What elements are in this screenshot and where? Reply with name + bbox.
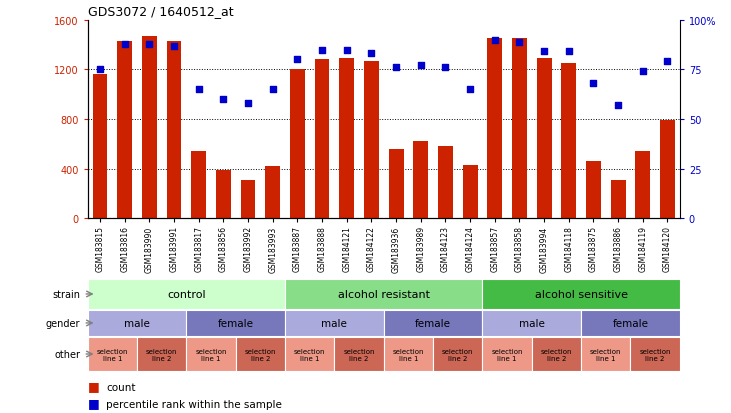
Text: female: female (613, 318, 648, 328)
Text: selection
line 1: selection line 1 (195, 348, 227, 361)
Point (489, 37, 501, 44)
Point (415, 63, 427, 69)
Text: female: female (218, 318, 254, 328)
Text: alcohol sensitive: alcohol sensitive (534, 289, 628, 299)
Bar (216, 171, 231, 219)
Bar (265, 167, 280, 219)
Text: ■: ■ (88, 380, 99, 392)
Bar (186, 337, 235, 371)
Point (637, 69, 648, 76)
Bar (581, 337, 630, 371)
Text: selection
line 1: selection line 1 (590, 348, 621, 361)
Text: selection
line 2: selection line 2 (344, 348, 375, 361)
Bar (482, 280, 680, 309)
Point (613, 102, 624, 109)
Bar (142, 37, 156, 219)
Bar (433, 337, 482, 371)
Bar (561, 64, 576, 219)
Point (267, 87, 279, 93)
Bar (414, 142, 428, 219)
Bar (314, 60, 330, 219)
Bar (88, 311, 186, 336)
Bar (384, 337, 433, 371)
Bar (186, 311, 285, 336)
Point (341, 47, 352, 54)
Bar (339, 59, 354, 219)
Text: selection
line 2: selection line 2 (245, 348, 276, 361)
Text: other: other (54, 349, 80, 359)
Point (218, 97, 230, 103)
Text: selection
line 1: selection line 1 (294, 348, 325, 361)
Text: percentile rank within the sample: percentile rank within the sample (106, 399, 282, 409)
Point (292, 57, 303, 64)
Bar (364, 62, 379, 219)
Point (538, 49, 550, 56)
Text: ■: ■ (88, 396, 99, 409)
Bar (192, 152, 206, 219)
Bar (438, 147, 452, 219)
Bar (235, 337, 285, 371)
Bar (137, 337, 186, 371)
Point (168, 43, 180, 50)
Text: gender: gender (46, 318, 80, 328)
Bar (285, 311, 384, 336)
Text: selection
line 1: selection line 1 (96, 348, 128, 361)
Text: selection
line 1: selection line 1 (393, 348, 424, 361)
Point (317, 47, 328, 54)
Text: selection
line 2: selection line 2 (442, 348, 474, 361)
Point (464, 87, 476, 93)
Bar (630, 337, 680, 371)
Point (242, 101, 254, 107)
Bar (537, 59, 552, 219)
Point (563, 49, 575, 56)
Point (143, 41, 155, 48)
Text: selection
line 2: selection line 2 (146, 348, 178, 361)
Bar (512, 39, 527, 219)
Bar (167, 42, 181, 219)
Bar (389, 150, 404, 219)
Bar (285, 337, 335, 371)
Bar (335, 337, 384, 371)
Point (366, 51, 377, 58)
Text: female: female (415, 318, 451, 328)
Point (119, 41, 131, 48)
Text: male: male (322, 318, 347, 328)
Bar (611, 180, 626, 219)
Text: count: count (106, 382, 135, 392)
Bar (586, 162, 601, 219)
Text: selection
line 2: selection line 2 (640, 348, 671, 361)
Text: control: control (167, 289, 205, 299)
Point (193, 87, 205, 93)
Point (439, 65, 451, 71)
Bar (88, 337, 137, 371)
Bar (482, 337, 532, 371)
Text: male: male (519, 318, 545, 328)
Bar (482, 311, 581, 336)
Point (588, 81, 599, 88)
Bar (463, 166, 477, 219)
Bar (117, 42, 132, 219)
Bar (290, 70, 305, 219)
Bar (384, 311, 482, 336)
Text: selection
line 1: selection line 1 (491, 348, 523, 361)
Point (514, 39, 526, 46)
Text: alcohol resistant: alcohol resistant (338, 289, 430, 299)
Bar (93, 75, 107, 219)
Bar (240, 180, 256, 219)
Point (662, 59, 673, 66)
Point (94, 67, 106, 74)
Text: strain: strain (53, 289, 80, 299)
Text: selection
line 2: selection line 2 (541, 348, 572, 361)
Text: male: male (124, 318, 150, 328)
Bar (635, 152, 651, 219)
Bar (581, 311, 680, 336)
Bar (88, 280, 285, 309)
Bar (285, 280, 482, 309)
Bar (660, 121, 675, 219)
Point (390, 65, 402, 71)
Text: GDS3072 / 1640512_at: GDS3072 / 1640512_at (88, 5, 233, 18)
Bar (532, 337, 581, 371)
Bar (488, 39, 502, 219)
